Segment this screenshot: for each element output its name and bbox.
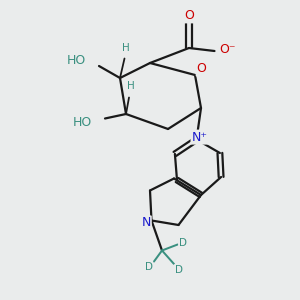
Text: HO: HO <box>72 116 92 130</box>
Text: N⁺: N⁺ <box>191 130 208 144</box>
Text: O: O <box>197 62 206 76</box>
Text: D: D <box>179 238 187 248</box>
Text: O: O <box>184 9 194 22</box>
Text: HO: HO <box>66 53 85 67</box>
Text: D: D <box>145 262 152 272</box>
Text: O⁻: O⁻ <box>219 43 236 56</box>
Text: H: H <box>127 81 134 91</box>
Text: N: N <box>141 216 151 230</box>
Text: D: D <box>175 265 182 275</box>
Text: H: H <box>122 43 130 53</box>
